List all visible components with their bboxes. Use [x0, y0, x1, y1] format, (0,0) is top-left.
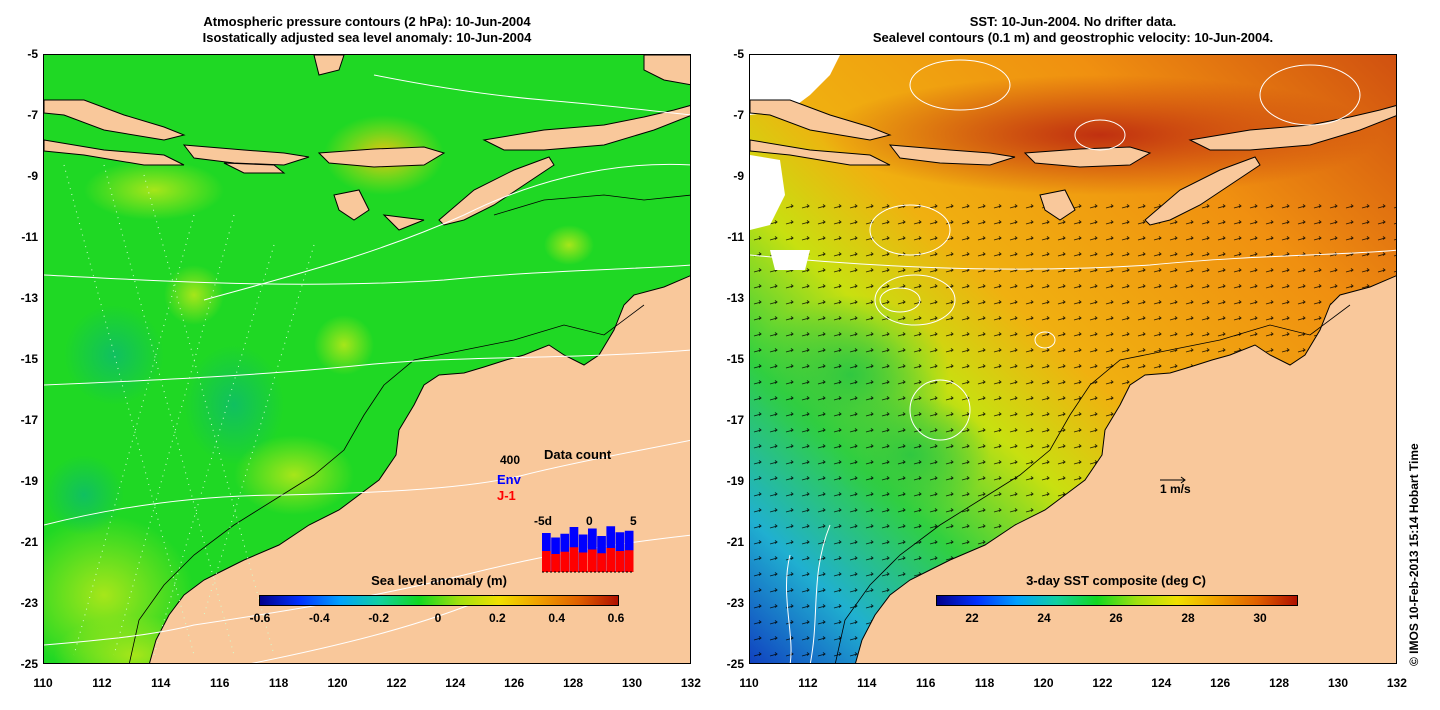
- right-y-tick: -5: [733, 47, 744, 61]
- j1-count-bar: [569, 547, 579, 572]
- right-x-tick: 130: [1327, 676, 1349, 690]
- right-x-tick: 126: [1210, 676, 1231, 690]
- sst-colorbar-tick: 30: [1253, 611, 1267, 625]
- right-x-tick: 112: [798, 676, 818, 690]
- j1-count-bar: [542, 551, 551, 572]
- inset-series-env: Env: [497, 472, 521, 487]
- left-y-tick: -7: [27, 108, 38, 122]
- right-y-tick: -9: [733, 169, 744, 183]
- left-title-line2: Isostatically adjusted sea level anomaly…: [202, 30, 532, 45]
- left-y-tick: -23: [20, 596, 38, 610]
- sla-colorbar-tick: 0.2: [488, 611, 506, 625]
- left-x-tick: 126: [504, 676, 525, 690]
- right-x-tick: 122: [1092, 676, 1113, 690]
- inset-title: Data count: [544, 447, 612, 462]
- right-y-tick: -23: [726, 596, 744, 610]
- velocity-scale-label: 1 m/s: [1160, 482, 1191, 496]
- sst-map-panel: [749, 54, 1397, 664]
- j1-count-bar: [597, 553, 606, 572]
- right-y-tick: -19: [726, 474, 744, 488]
- right-x-tick: 120: [1033, 676, 1054, 690]
- right-x-tick: 128: [1269, 676, 1290, 690]
- copyright-text: © IMOS 10-Feb-2013 15:14 Hobart Time: [1407, 443, 1421, 666]
- j1-count-bar: [588, 549, 597, 572]
- australia-land-sst: [855, 275, 1396, 663]
- right-y-tick: -15: [726, 352, 744, 366]
- sla-map-panel: [43, 54, 691, 664]
- sla-colorbar-title: Sea level anomaly (m): [371, 573, 507, 588]
- j1-count-bar: [551, 554, 560, 572]
- left-title-line1: Atmospheric pressure contours (2 hPa): 1…: [203, 14, 531, 29]
- left-y-tick: -21: [20, 535, 38, 549]
- j1-count-bar: [560, 551, 570, 572]
- right-y-tick: -17: [726, 413, 744, 427]
- right-x-tick: 114: [857, 676, 877, 690]
- left-x-tick: 132: [680, 676, 701, 690]
- velocity-scale-arrow: [1160, 476, 1186, 484]
- sst-colorbar-title: 3-day SST composite (deg C): [1026, 573, 1206, 588]
- sst-colorbar-tick: 26: [1109, 611, 1123, 625]
- right-title-line1: SST: 10-Jun-2004. No drifter data.: [969, 14, 1177, 29]
- right-x-tick: 110: [739, 676, 759, 690]
- left-x-tick: 120: [327, 676, 348, 690]
- left-x-tick: 114: [151, 676, 171, 690]
- left-y-tick: -25: [20, 657, 38, 671]
- sst-colorbar: [936, 595, 1298, 606]
- left-x-tick: 112: [92, 676, 112, 690]
- sla-colorbar-tick: -0.6: [249, 611, 271, 625]
- left-y-tick: -5: [27, 47, 38, 61]
- right-y-tick: -13: [726, 291, 744, 305]
- j1-count-bar: [578, 552, 588, 572]
- sla-colorbar-tick: 0.6: [607, 611, 625, 625]
- sst-colorbar-tick: 28: [1181, 611, 1195, 625]
- inset-x-label-1: 0: [586, 514, 593, 528]
- sla-colorbar: [259, 595, 619, 606]
- inset-series-j1: J-1: [497, 488, 516, 503]
- inset-x-label-0: -5d: [534, 514, 552, 528]
- left-x-tick: 130: [621, 676, 643, 690]
- left-y-tick: -17: [20, 413, 38, 427]
- right-y-tick: -21: [726, 535, 744, 549]
- right-x-tick: 116: [916, 676, 936, 690]
- sst-map: [750, 55, 1396, 663]
- right-x-tick: 124: [1151, 676, 1172, 690]
- left-y-tick: -19: [20, 474, 38, 488]
- left-x-tick: 122: [386, 676, 407, 690]
- left-x-tick: 128: [563, 676, 584, 690]
- sla-colorbar-tick: -0.4: [308, 611, 330, 625]
- left-x-tick: 124: [445, 676, 466, 690]
- right-x-tick: 118: [974, 676, 995, 690]
- left-x-tick: 116: [210, 676, 230, 690]
- sla-colorbar-tick: 0: [434, 611, 442, 625]
- data-count-inset: [542, 526, 634, 573]
- left-x-tick: 118: [268, 676, 289, 690]
- j1-count-bar: [615, 551, 625, 572]
- sla-map: [44, 55, 690, 663]
- sla-colorbar-tick: 0.4: [548, 611, 565, 625]
- inset-ymax-label: 400: [500, 453, 521, 467]
- left-y-tick: -15: [20, 352, 38, 366]
- left-y-tick: -11: [21, 230, 38, 244]
- sla-colorbar-tick: -0.2: [368, 611, 389, 625]
- right-x-tick: 132: [1386, 676, 1407, 690]
- right-y-tick: -7: [733, 108, 744, 122]
- right-y-tick: -25: [726, 657, 744, 671]
- left-y-tick: -13: [20, 291, 38, 305]
- inset-x-label-2: 5: [630, 514, 637, 528]
- sst-colorbar-tick: 24: [1037, 611, 1051, 625]
- left-x-tick: 110: [33, 676, 53, 690]
- sst-colorbar-tick: 22: [965, 611, 979, 625]
- right-title-line2: Sealevel contours (0.1 m) and geostrophi…: [872, 30, 1274, 45]
- left-y-tick: -9: [27, 169, 38, 183]
- right-y-tick: -11: [727, 230, 744, 244]
- j1-count-bar: [624, 550, 634, 572]
- j1-count-bar: [606, 548, 616, 572]
